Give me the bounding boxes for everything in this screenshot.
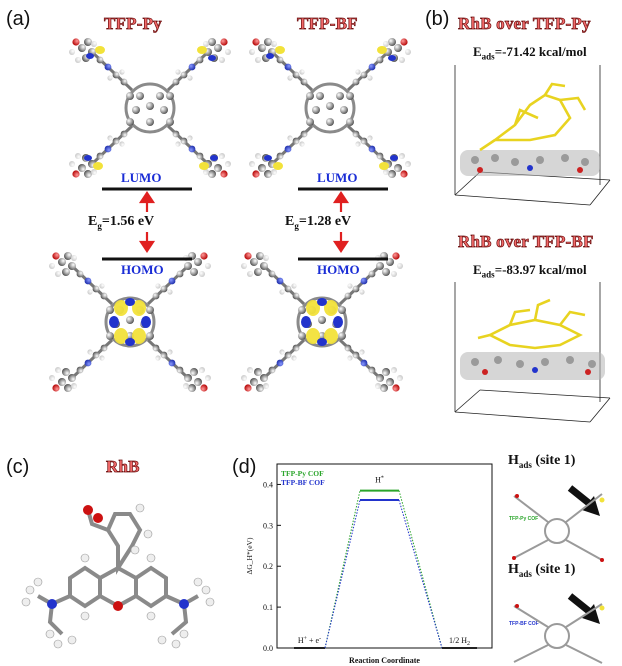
lumo-label-left: LUMO [121,170,162,185]
panel-b-adsorption-boxes [454,65,611,423]
connector-tfp-bf-1 [398,499,443,649]
tfp-py-title: TFP-Py [104,14,162,34]
legend-entry: TFP-BF COF [281,478,325,487]
side-cof-label-top: TFP-Py COF [509,516,539,522]
plot-frame [276,463,493,649]
tfp-bf-title: TFP-BF [297,14,358,34]
gap-arrow-left [138,191,156,253]
x-axis-label: Reaction Coordinate [349,656,420,665]
free-energy-chart: 0.0 0.1 0.2 0.3 0.4 ΔG_H*(eV) Reaction Coordin… [245,463,493,665]
y-tick-label: 0.2 [263,562,273,571]
homo-label-left: HOMO [121,262,164,277]
cof-slab-top [460,150,600,176]
band-gap-right: Eg=1.28 eV [285,214,352,231]
rhb-over-tfp-bf-title: RhB over TFP-BF [458,232,594,252]
eads-tfp-py: Eads=-71.42 kcal/mol [473,44,587,62]
panel-label-d: (d) [232,456,257,478]
state-label-intermediate: H* [375,476,384,485]
homo-label-right: HOMO [317,262,360,277]
y-tick-label: 0.1 [263,603,273,612]
y-tick-label: 0.0 [263,644,273,653]
panel-label-c: (c) [6,456,30,478]
arrow-icon-top [567,485,600,516]
band-gap-left: Eg=1.56 eV [88,214,155,231]
hads-site1-label-bottom: Hads (site 1) [508,562,576,579]
eads-tfp-bf: Eads=-83.97 kcal/mol [473,262,587,280]
cof-slab-bottom [460,352,605,380]
panel-label-b: (b) [425,8,450,30]
side-cof-label-bottom: TFP-BF COF [509,621,539,627]
side-structure-top [512,493,605,562]
hads-site1-label-top: Hads (site 1) [508,453,576,470]
gap-arrow-right [332,191,350,253]
panel-label-a: (a) [6,8,31,30]
rhb-over-tfp-py-title: RhB over TFP-Py [458,14,591,34]
legend-entry: TFP-Py COF [281,469,324,478]
side-structures [512,485,605,664]
rhb-adsorbate-bottom [477,298,586,350]
adsorption-cell-bottom [454,282,611,423]
adsorption-cell-top [454,65,611,206]
rhb-adsorbate-top [479,82,587,152]
panel-a-molecules [0,0,440,430]
y-tick-label: 0.3 [263,521,273,530]
lumo-label-right: LUMO [317,170,358,185]
y-tick-label: 0.4 [263,480,273,489]
arrow-icon-bottom [567,593,600,624]
y-axis-label: ΔG_H*(eV) [245,537,254,574]
connector-tfp-bf-0 [324,499,361,649]
side-structure-bottom [513,603,605,664]
state-label-final: 1/2 H2 [449,636,470,647]
rhodamine-b-molecule [21,503,215,649]
state-label-initial: H+ + e- [298,636,321,645]
rhb-title: RhB [106,457,140,477]
